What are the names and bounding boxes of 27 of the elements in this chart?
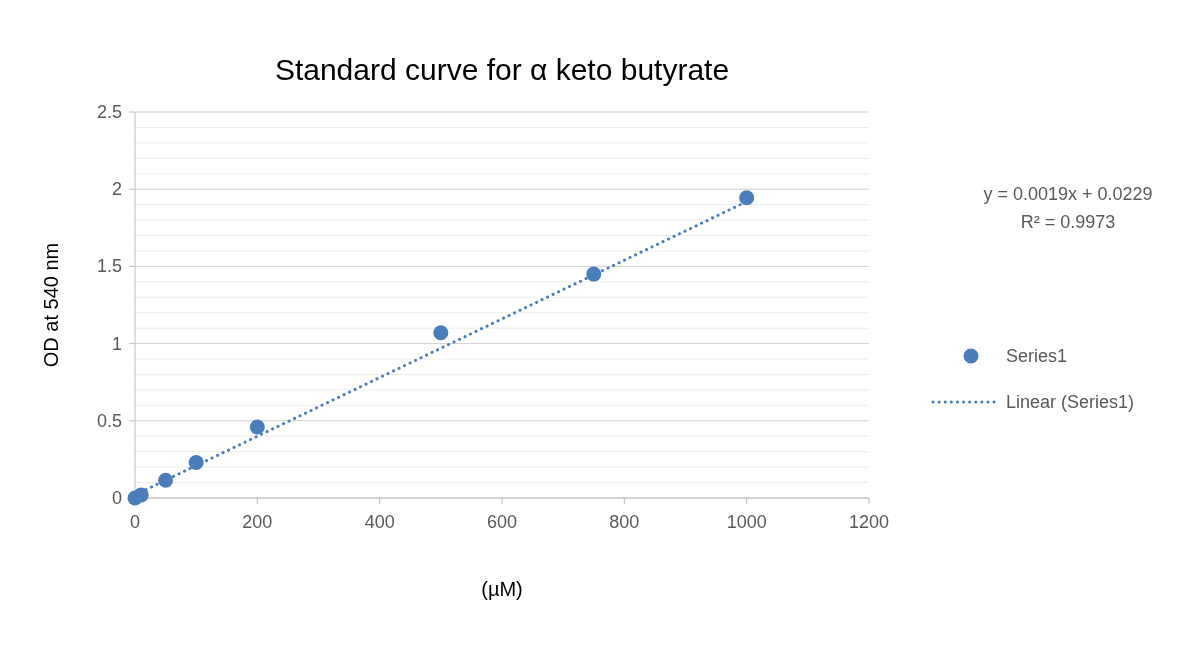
y-tick-label: 0.5 bbox=[96, 410, 122, 431]
point bbox=[586, 266, 602, 282]
y-tick-label: 2 bbox=[111, 179, 122, 200]
point bbox=[433, 325, 449, 341]
y-tick-label: 0 bbox=[111, 488, 122, 508]
y-tick-label: 2.5 bbox=[96, 102, 122, 122]
y-tick-label: 1 bbox=[111, 333, 122, 354]
legend-label: Series1 bbox=[1006, 346, 1068, 366]
x-axis-title: (µM) bbox=[481, 578, 523, 600]
x-tick-label: 800 bbox=[609, 512, 640, 532]
point bbox=[249, 419, 265, 435]
text: y = 0.0019x + 0.0229 bbox=[983, 184, 1153, 204]
x-tick-label: 600 bbox=[486, 512, 518, 532]
x-tick-label: 400 bbox=[364, 512, 395, 532]
point bbox=[188, 454, 204, 470]
legend-label: Linear (Series1) bbox=[1006, 392, 1135, 412]
y-tick-label: 1.5 bbox=[96, 256, 122, 277]
text: R² = 0.9973 bbox=[1020, 212, 1116, 232]
x-tick-label: 200 bbox=[242, 512, 273, 532]
x-tick-label: 1000 bbox=[726, 512, 767, 532]
point bbox=[158, 472, 174, 488]
y-axis-title: OD at 540 nm bbox=[40, 242, 62, 368]
x-tick-label: 1200 bbox=[848, 512, 890, 532]
point bbox=[739, 190, 755, 206]
chart-title: Standard curve for α keto butyrate bbox=[274, 53, 730, 86]
point bbox=[133, 487, 149, 503]
x-tick-label: 0 bbox=[129, 512, 141, 532]
